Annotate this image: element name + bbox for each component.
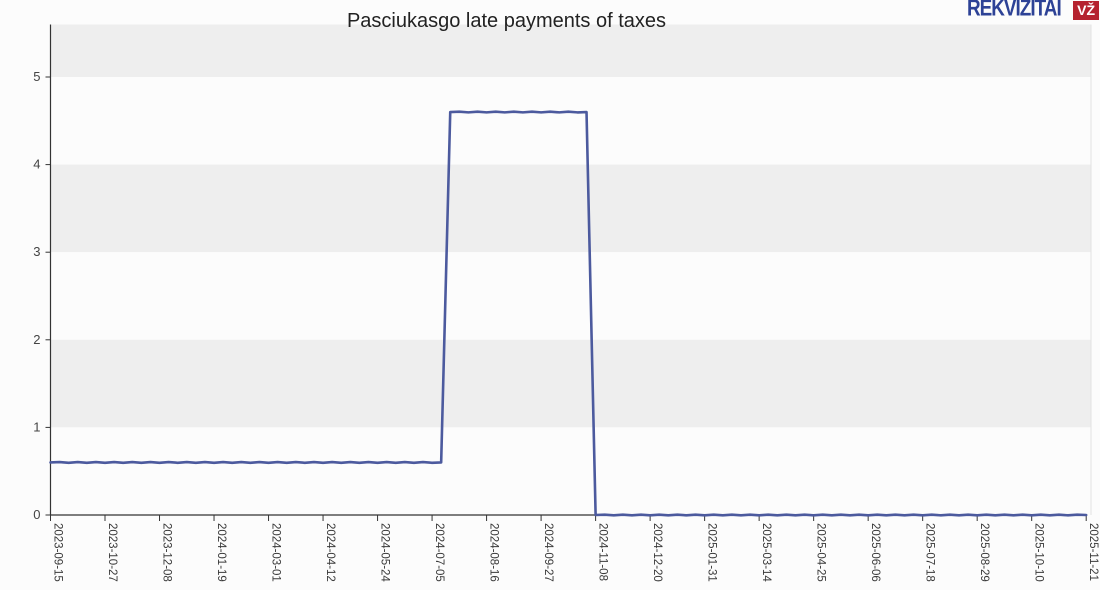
svg-text:2024-07-05: 2024-07-05 [433,523,445,582]
svg-text:1: 1 [33,419,40,434]
svg-text:2025-10-10: 2025-10-10 [1033,523,1045,582]
svg-text:2024-04-12: 2024-04-12 [324,523,336,582]
svg-text:2024-08-16: 2024-08-16 [488,523,500,582]
svg-text:2025-06-06: 2025-06-06 [869,523,881,582]
svg-text:2025-01-31: 2025-01-31 [706,523,718,582]
svg-text:2024-09-27: 2024-09-27 [542,523,554,582]
svg-text:4: 4 [33,157,40,172]
svg-text:0: 0 [33,507,40,522]
svg-text:2024-05-24: 2024-05-24 [379,523,391,582]
svg-text:2025-11-21: 2025-11-21 [1087,523,1099,581]
svg-text:3: 3 [33,244,40,259]
svg-text:2: 2 [33,332,40,347]
svg-text:2025-03-14: 2025-03-14 [760,523,772,582]
svg-text:2025-07-18: 2025-07-18 [924,523,936,582]
svg-text:2023-12-08: 2023-12-08 [161,523,173,582]
svg-text:2025-04-25: 2025-04-25 [815,523,827,582]
svg-text:5: 5 [33,69,40,84]
svg-text:2024-11-08: 2024-11-08 [597,523,609,581]
svg-text:2023-09-15: 2023-09-15 [52,523,64,582]
svg-text:2024-01-19: 2024-01-19 [215,523,227,582]
svg-text:2025-08-29: 2025-08-29 [978,523,990,582]
svg-text:2024-03-01: 2024-03-01 [270,523,282,582]
svg-text:2024-12-20: 2024-12-20 [651,523,663,582]
svg-text:2023-10-27: 2023-10-27 [106,523,118,582]
